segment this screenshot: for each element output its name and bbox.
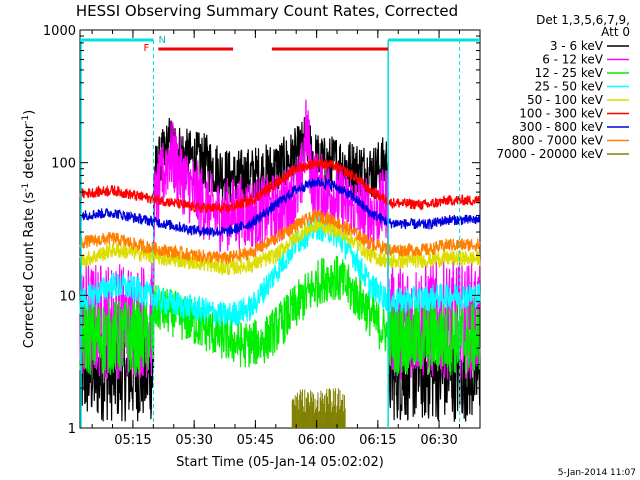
x-axis-label: Start Time (05-Jan-14 05:02:02) (176, 455, 384, 470)
x-tick-label: 05:15 (114, 433, 151, 448)
annotation-layer: FN (80, 35, 480, 428)
y-tick-label: 100 (51, 157, 76, 172)
series-800-7000-kev (79, 208, 481, 265)
series-layer (79, 99, 481, 428)
legend-entry-label: 6 - 12 keV (542, 53, 604, 67)
y-axis-label-sup1: -1 (21, 183, 31, 192)
chart-title: HESSI Observing Summary Count Rates, Cor… (76, 2, 458, 20)
legend-entry-label: 7000 - 20000 keV (496, 147, 603, 161)
legend-entry-label: 800 - 7000 keV (512, 134, 604, 148)
y-axis-label-part2: detector (22, 123, 37, 183)
x-tick-label: 05:45 (237, 433, 274, 448)
night-label: N (158, 35, 165, 46)
legend-header-line1: Det 1,3,5,6,7,9, (536, 13, 630, 27)
legend-entry-label: 50 - 100 keV (527, 93, 604, 107)
date-stamp: 5-Jan-2014 11:07 (558, 468, 636, 478)
x-tick-label: 06:00 (298, 433, 335, 448)
series-50-100-kev (79, 217, 481, 276)
y-tick-label: 1000 (43, 24, 76, 39)
y-axis-label-part1: Corrected Count Rate (s (22, 192, 37, 349)
series-300-800-kev (79, 177, 481, 238)
x-axis-ticks: 05:15 05:30 05:45 06:00 06:15 06:30 (91, 30, 460, 448)
series-7000-20000kev (291, 388, 346, 428)
x-tick-label: 06:30 (420, 433, 457, 448)
legend-entry-label: 100 - 300 keV (519, 107, 603, 121)
legend-entry-label: 25 - 50 keV (535, 80, 604, 94)
plot-frame (79, 29, 481, 429)
y-tick-label: 10 (59, 289, 76, 304)
y-axis-label-sup2: -1 (21, 115, 31, 124)
legend-entry-label: 300 - 800 keV (519, 120, 603, 134)
y-axis-label: Corrected Count Rate (s-1 detector-1) (21, 110, 37, 348)
y-tick-label: 1 (68, 422, 76, 437)
y-axis-label-part3: ) (22, 110, 37, 115)
legend-entry-label: 12 - 25 keV (535, 66, 604, 80)
y-axis-ticks: 1 10 100 1000 (43, 24, 480, 437)
legend-entry-label: 3 - 6 keV (550, 39, 604, 53)
series-100-300-kev (79, 158, 481, 214)
flare-label: F (143, 43, 149, 54)
series-12-25-kev (79, 255, 481, 376)
legend-header-line2: Att 0 (601, 25, 630, 39)
x-tick-label: 05:30 (175, 433, 212, 448)
x-tick-label: 06:15 (359, 433, 396, 448)
